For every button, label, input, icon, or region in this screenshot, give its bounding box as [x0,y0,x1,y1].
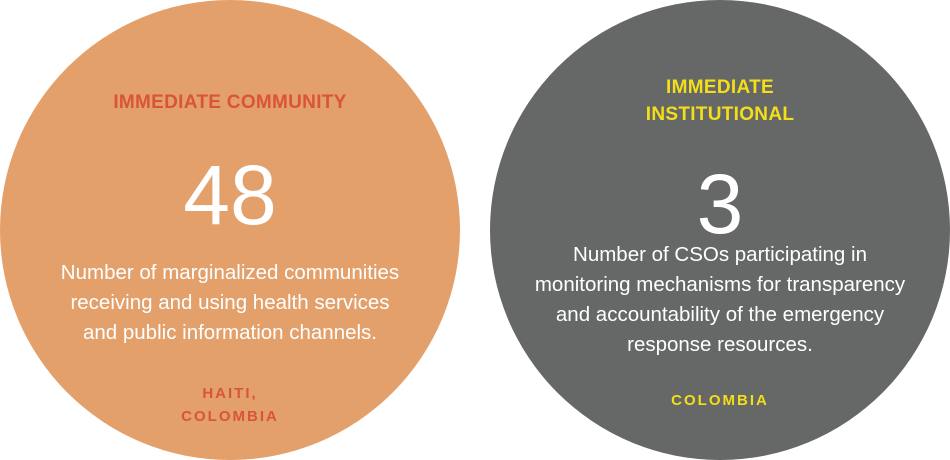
heading-line: IMMEDIATE [666,77,774,98]
institutional-outcome-circle: IMMEDIATE INSTITUTIONAL 3 Number of CSOs… [490,0,950,460]
location-line: COLOMBIA [671,392,769,409]
description-line: monitoring mechanisms for transparency [534,273,906,296]
location-label: HAITI, COLOMBIA [0,382,460,428]
description-line: and public information channels. [82,321,378,344]
outcome-number: 48 [183,148,277,242]
outcome-description: Number of CSOs participating in monitori… [490,240,950,360]
description-line: response resources. [627,333,813,356]
outcome-description: Number of marginalized communities recei… [0,258,460,348]
outcome-number: 3 [696,157,744,251]
description-line: receiving and using health services [70,291,390,314]
card-heading: IMMEDIATE COMMUNITY [113,92,347,113]
location-label: COLOMBIA [490,389,950,412]
location-line: COLOMBIA [181,408,279,425]
description-line: and accountability of the emergency [555,303,885,326]
description-line: Number of CSOs participating in [573,243,867,266]
description-line: Number of marginalized communities [60,261,400,284]
community-outcome-circle: IMMEDIATE COMMUNITY 48 Number of margina… [0,0,460,460]
card-heading: IMMEDIATE INSTITUTIONAL [530,74,910,128]
heading-line: INSTITUTIONAL [645,104,795,125]
location-line: HAITI, [202,385,258,402]
